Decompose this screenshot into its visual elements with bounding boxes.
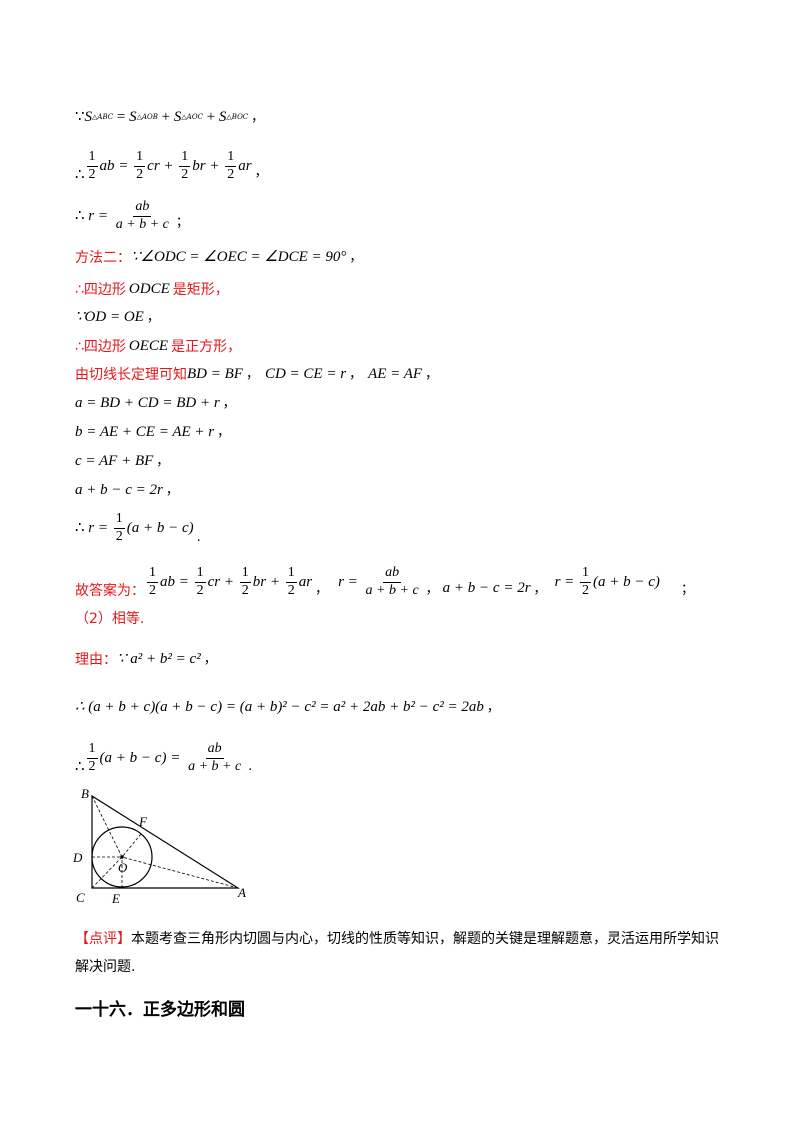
incircle-triangle-figure: B F D O C E A (72, 786, 246, 906)
label-d: D (72, 850, 83, 865)
od-equals-oe: ∵OD = OE ， (75, 309, 160, 325)
label-c: C (76, 890, 85, 905)
eq-c: c = AF + BF， (75, 453, 170, 469)
eq-a: a = BD + CD = BD + r， (75, 395, 236, 411)
method-two-angles: 方法二： ∵∠ODC = ∠OEC = ∠DCE = 90° ， (75, 249, 363, 266)
segment-ao (121, 856, 239, 889)
section-heading: 一十六．正多边形和圆 (75, 1000, 245, 1020)
eq-sum: a + b − c = 2r， (75, 482, 179, 498)
tangent-length-theorem: 由切线长定理可知 BD = BF ， CD = CE = r ， AE = AF… (75, 366, 439, 383)
eq-product-expansion: ∴ (a + b + c)(a + b − c) = (a + b)² − c²… (75, 699, 500, 715)
segment-fo (121, 833, 142, 858)
triangle-abc (91, 794, 241, 889)
label-b: B (81, 786, 89, 801)
review-tag: 【点评】 (75, 931, 131, 947)
label-a: A (237, 885, 246, 900)
label-f: F (138, 814, 148, 829)
eq-b: b = AE + CE = AE + r， (75, 424, 231, 440)
part-two: （2）相等. (75, 611, 145, 627)
label-o: O (118, 860, 128, 875)
review-body-line1: 本题考查三角形内切圆与内心，切线的性质等知识，解题的关键是理解题意，灵活运用所学… (131, 931, 719, 947)
square-statement: ∴四边形 OECE 是正方形， (75, 338, 242, 355)
segment-co (91, 856, 123, 889)
center-o-dot (120, 855, 124, 859)
review-comment: 【点评】本题考查三角形内切圆与内心，切线的性质等知识，解题的关键是理解题意，灵活… (75, 928, 719, 948)
segment-bo (91, 795, 123, 858)
reason-pythagoras: 理由： ∵ a² + b² = c² ， (75, 651, 217, 668)
eq-r-formula: ∴ r = ab a + b + c ； (75, 199, 189, 232)
review-comment-line2: 解决问题. (75, 959, 136, 975)
label-e: E (111, 891, 120, 906)
eq-area-sum: ∵ S △ABC = S △AOB + S △AOC + S △BOC ， (75, 109, 265, 125)
rectangle-statement: ∴四边形 ODCE 是矩形， (75, 281, 229, 298)
